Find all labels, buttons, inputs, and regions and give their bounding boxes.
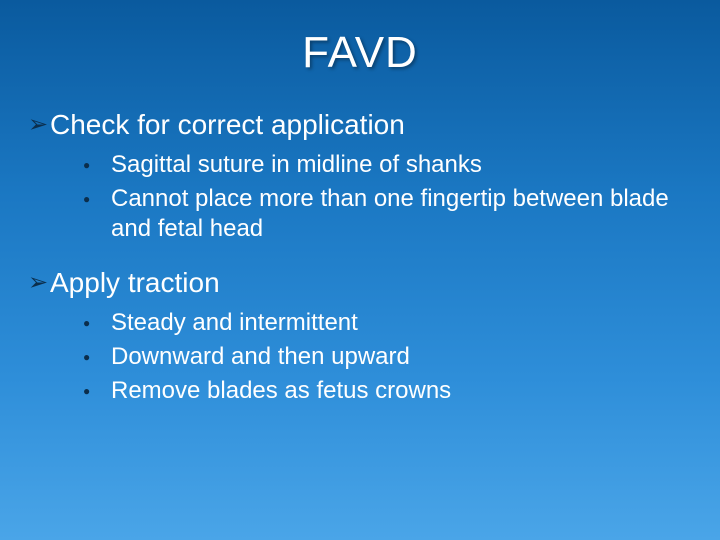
sub-item-label: Downward and then upward <box>111 342 410 372</box>
top-item-label: Apply traction <box>50 266 220 300</box>
top-item-label: Check for correct application <box>50 108 405 142</box>
slide: FAVD ➢ Check for correct application ● S… <box>0 0 720 540</box>
list-item: ● Cannot place more than one fingertip b… <box>83 184 690 244</box>
list-item: ● Remove blades as fetus crowns <box>83 376 690 406</box>
slide-content: ➢ Check for correct application ● Sagitt… <box>0 108 720 406</box>
slide-title: FAVD <box>0 0 720 108</box>
sub-item-label: Cannot place more than one fingertip bet… <box>111 184 690 244</box>
list-item: ● Steady and intermittent <box>83 308 690 338</box>
list-item: ➢ Apply traction <box>28 266 690 300</box>
list-item: ● Downward and then upward <box>83 342 690 372</box>
dot-bullet-icon: ● <box>83 150 111 180</box>
arrow-bullet-icon: ➢ <box>28 108 50 142</box>
list-item: ● Sagittal suture in midline of shanks <box>83 150 690 180</box>
arrow-bullet-icon: ➢ <box>28 266 50 300</box>
sub-list: ● Steady and intermittent ● Downward and… <box>28 308 690 406</box>
sub-item-label: Sagittal suture in midline of shanks <box>111 150 482 180</box>
list-item: ➢ Check for correct application <box>28 108 690 142</box>
dot-bullet-icon: ● <box>83 308 111 338</box>
dot-bullet-icon: ● <box>83 376 111 406</box>
sub-list: ● Sagittal suture in midline of shanks ●… <box>28 150 690 244</box>
sub-item-label: Remove blades as fetus crowns <box>111 376 451 406</box>
dot-bullet-icon: ● <box>83 184 111 214</box>
dot-bullet-icon: ● <box>83 342 111 372</box>
sub-item-label: Steady and intermittent <box>111 308 358 338</box>
